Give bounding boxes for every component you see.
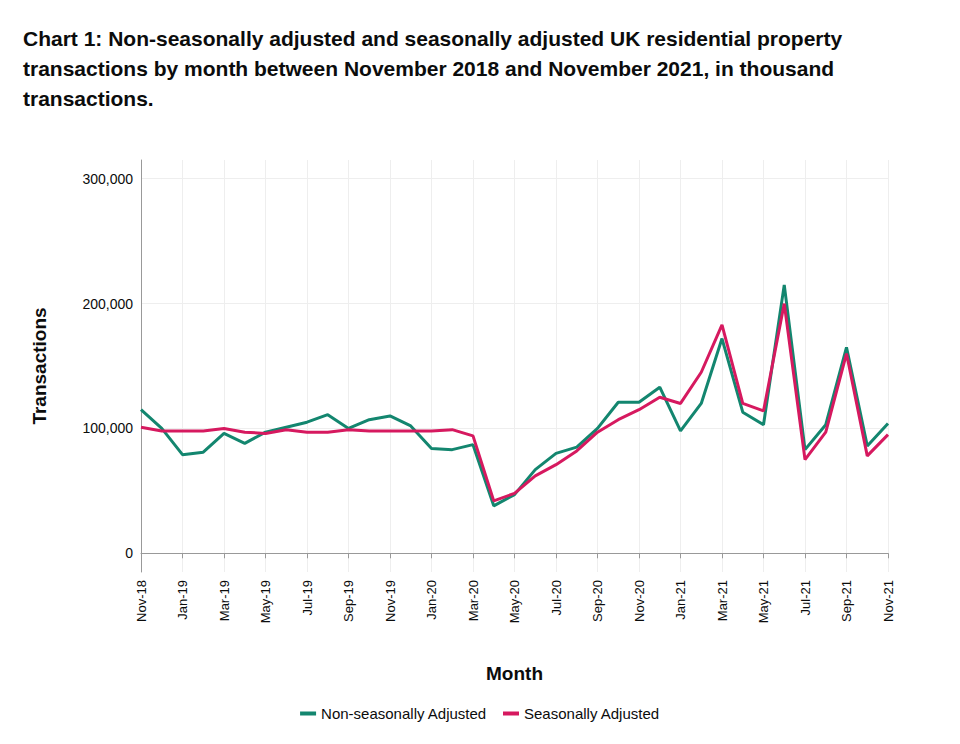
- svg-text:300,000: 300,000: [82, 171, 133, 187]
- svg-text:Jan-21: Jan-21: [673, 580, 688, 620]
- svg-text:May-20: May-20: [507, 580, 522, 623]
- svg-text:Jul-21: Jul-21: [798, 580, 813, 615]
- svg-text:Mar-20: Mar-20: [466, 580, 481, 621]
- svg-text:Sep-20: Sep-20: [590, 580, 605, 622]
- svg-text:Non-seasonally Adjusted: Non-seasonally Adjusted: [321, 705, 486, 722]
- svg-text:0: 0: [125, 545, 133, 561]
- svg-text:Nov-21: Nov-21: [881, 580, 896, 622]
- svg-text:Nov-20: Nov-20: [632, 580, 647, 622]
- svg-text:Month: Month: [486, 663, 543, 684]
- svg-text:Nov-18: Nov-18: [134, 580, 149, 622]
- svg-text:Chart 1: Non-seasonally adjust: Chart 1: Non-seasonally adjusted and sea…: [23, 27, 848, 50]
- svg-text:Nov-19: Nov-19: [383, 580, 398, 622]
- svg-text:Jan-19: Jan-19: [175, 580, 190, 620]
- svg-text:transactions.: transactions.: [23, 87, 154, 110]
- svg-text:transactions by month between: transactions by month between November 2…: [23, 57, 840, 80]
- svg-text:Jul-20: Jul-20: [549, 580, 564, 615]
- svg-text:100,000: 100,000: [82, 420, 133, 436]
- svg-text:May-19: May-19: [258, 580, 273, 623]
- svg-text:May-21: May-21: [756, 580, 771, 623]
- svg-text:Jan-20: Jan-20: [424, 580, 439, 620]
- svg-text:Mar-21: Mar-21: [715, 580, 730, 621]
- svg-text:Sep-21: Sep-21: [839, 580, 854, 622]
- svg-text:Jul-19: Jul-19: [300, 580, 315, 615]
- svg-text:Sep-19: Sep-19: [341, 580, 356, 622]
- svg-text:Seasonally Adjusted: Seasonally Adjusted: [524, 705, 659, 722]
- svg-text:200,000: 200,000: [82, 296, 133, 312]
- svg-text:Mar-19: Mar-19: [217, 580, 232, 621]
- svg-text:Transactions: Transactions: [29, 307, 50, 424]
